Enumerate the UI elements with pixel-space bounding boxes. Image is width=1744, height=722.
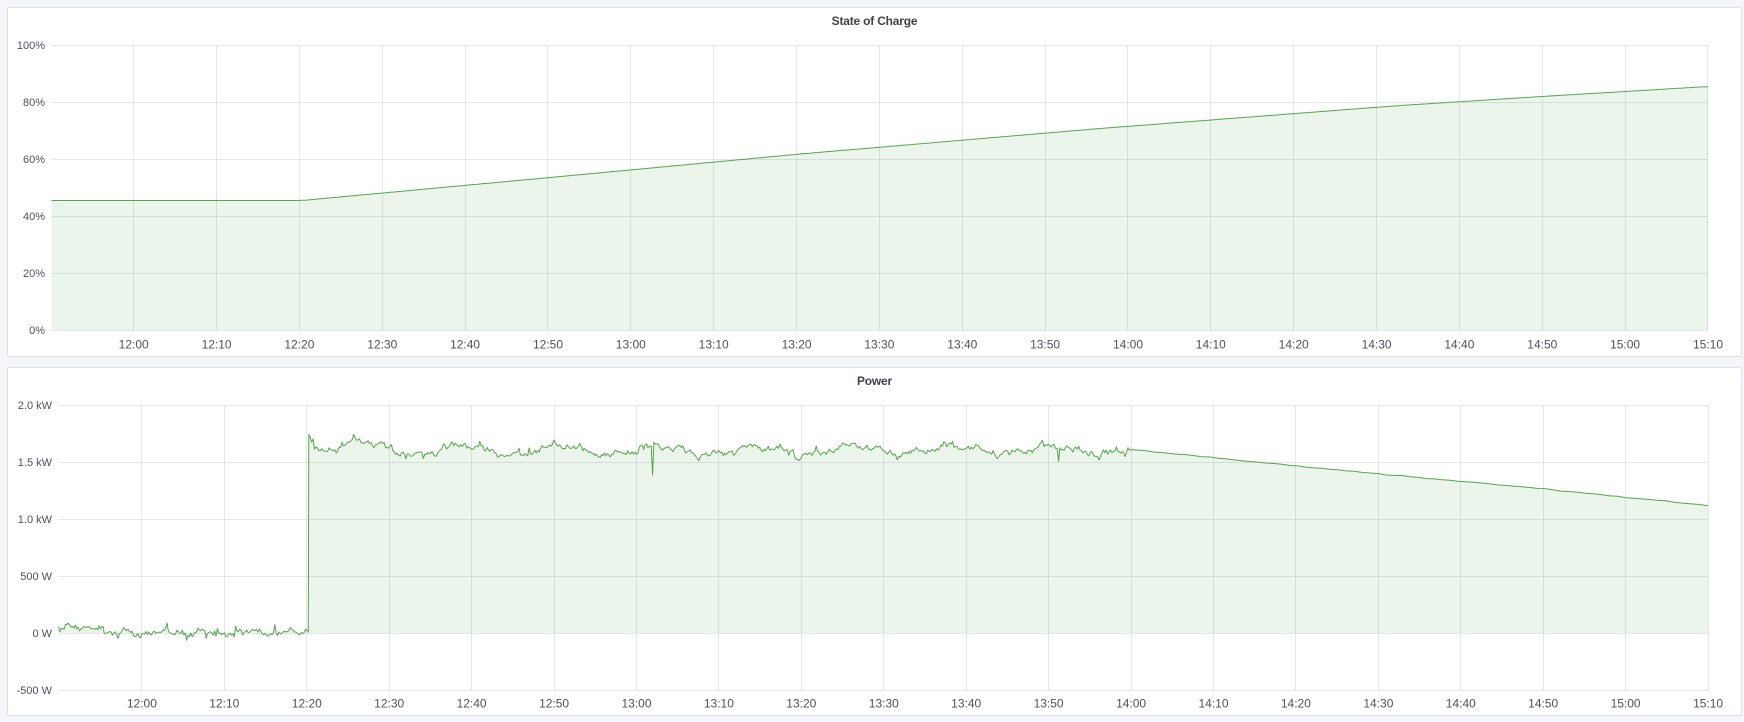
svg-text:14:00: 14:00 <box>1113 338 1143 352</box>
svg-text:14:00: 14:00 <box>1116 697 1146 711</box>
svg-text:13:30: 13:30 <box>869 697 899 711</box>
svg-text:12:30: 12:30 <box>374 697 404 711</box>
svg-text:13:10: 13:10 <box>699 338 729 352</box>
svg-text:12:00: 12:00 <box>119 338 149 352</box>
svg-text:500 W: 500 W <box>20 571 52 583</box>
svg-text:12:50: 12:50 <box>533 338 563 352</box>
svg-text:12:00: 12:00 <box>127 697 157 711</box>
svg-text:13:00: 13:00 <box>616 338 646 352</box>
svg-text:13:50: 13:50 <box>1034 697 1064 711</box>
svg-text:15:10: 15:10 <box>1693 338 1723 352</box>
svg-text:13:30: 13:30 <box>864 338 894 352</box>
svg-text:14:10: 14:10 <box>1198 697 1228 711</box>
svg-text:13:40: 13:40 <box>947 338 977 352</box>
svg-text:12:30: 12:30 <box>367 338 397 352</box>
svg-text:40%: 40% <box>23 211 45 223</box>
svg-text:13:20: 13:20 <box>786 697 816 711</box>
svg-text:12:20: 12:20 <box>292 697 322 711</box>
svg-text:15:00: 15:00 <box>1611 697 1641 711</box>
svg-text:20%: 20% <box>23 268 45 280</box>
svg-text:12:10: 12:10 <box>202 338 232 352</box>
svg-text:14:40: 14:40 <box>1446 697 1476 711</box>
svg-text:80%: 80% <box>23 97 45 109</box>
svg-text:14:50: 14:50 <box>1527 338 1557 352</box>
svg-text:15:10: 15:10 <box>1693 697 1723 711</box>
svg-text:13:00: 13:00 <box>621 697 651 711</box>
svg-text:12:40: 12:40 <box>457 697 487 711</box>
svg-text:13:50: 13:50 <box>1030 338 1060 352</box>
svg-text:1.5 kW: 1.5 kW <box>18 457 53 469</box>
svg-text:13:40: 13:40 <box>951 697 981 711</box>
svg-text:1.0 kW: 1.0 kW <box>18 514 53 526</box>
svg-text:12:10: 12:10 <box>209 697 239 711</box>
svg-text:14:40: 14:40 <box>1444 338 1474 352</box>
svg-text:14:30: 14:30 <box>1362 338 1392 352</box>
svg-text:-500 W: -500 W <box>17 685 53 697</box>
svg-text:60%: 60% <box>23 154 45 166</box>
svg-text:13:20: 13:20 <box>782 338 812 352</box>
svg-text:15:00: 15:00 <box>1610 338 1640 352</box>
svg-text:14:20: 14:20 <box>1281 697 1311 711</box>
svg-text:14:50: 14:50 <box>1528 697 1558 711</box>
svg-text:13:10: 13:10 <box>704 697 734 711</box>
svg-text:2.0 kW: 2.0 kW <box>18 400 53 412</box>
svg-text:0 W: 0 W <box>32 628 52 640</box>
svg-text:100%: 100% <box>17 40 45 52</box>
svg-text:14:30: 14:30 <box>1363 697 1393 711</box>
svg-text:14:20: 14:20 <box>1279 338 1309 352</box>
svg-text:12:40: 12:40 <box>450 338 480 352</box>
svg-text:12:20: 12:20 <box>284 338 314 352</box>
svg-text:0%: 0% <box>29 325 45 337</box>
svg-text:12:50: 12:50 <box>539 697 569 711</box>
svg-text:14:10: 14:10 <box>1196 338 1226 352</box>
